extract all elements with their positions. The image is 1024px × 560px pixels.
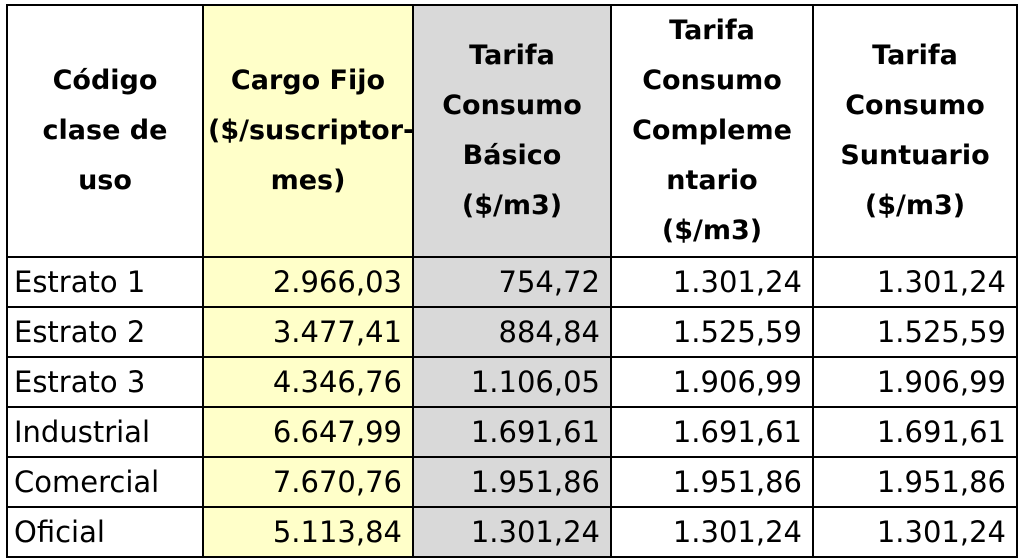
complementario-cell: 1.951,86 <box>610 456 814 508</box>
table-row: Industrial 6.647,99 1.691,61 1.691,61 1.… <box>6 406 1018 458</box>
table-row: Estrato 3 4.346,76 1.106,05 1.906,99 1.9… <box>6 356 1018 408</box>
row-label-cell: Estrato 2 <box>6 306 204 358</box>
header-code: Código clase de uso <box>6 4 204 258</box>
suntuario-cell: 1.301,24 <box>812 256 1018 308</box>
header-cargo-fijo-line: mes) <box>270 165 346 196</box>
complementario-cell: 1.301,24 <box>610 256 814 308</box>
cargo-fijo-cell: 5.113,84 <box>202 506 414 558</box>
header-suntuario-line: Suntuario <box>840 140 990 171</box>
suntuario-cell: 1.691,61 <box>812 406 1018 458</box>
basico-cell: 754,72 <box>412 256 612 308</box>
header-complementario-line: Consumo <box>642 65 782 96</box>
table-row: Oficial 5.113,84 1.301,24 1.301,24 1.301… <box>6 506 1018 558</box>
table-row: Estrato 2 3.477,41 884,84 1.525,59 1.525… <box>6 306 1018 358</box>
header-complementario-line: Compleme <box>632 115 792 146</box>
table-row: Estrato 1 2.966,03 754,72 1.301,24 1.301… <box>6 256 1018 308</box>
cargo-fijo-cell: 2.966,03 <box>202 256 414 308</box>
header-suntuario: Tarifa Consumo Suntuario ($/m3) <box>812 4 1018 258</box>
header-cargo-fijo: Cargo Fijo ($/suscriptor- mes) <box>202 4 414 258</box>
complementario-cell: 1.691,61 <box>610 406 814 458</box>
header-row: Código clase de uso Cargo Fijo ($/suscri… <box>6 4 1018 258</box>
complementario-cell: 1.301,24 <box>610 506 814 558</box>
header-basico-line: Tarifa <box>469 40 555 71</box>
suntuario-cell: 1.525,59 <box>812 306 1018 358</box>
basico-cell: 1.106,05 <box>412 356 612 408</box>
suntuario-cell: 1.301,24 <box>812 506 1018 558</box>
complementario-cell: 1.906,99 <box>610 356 814 408</box>
header-code-line: clase de uso <box>42 115 168 196</box>
header-basico-line: Consumo <box>442 90 582 121</box>
table-row: Comercial 7.670,76 1.951,86 1.951,86 1.9… <box>6 456 1018 508</box>
header-complementario-line: ntario <box>666 165 758 196</box>
cargo-fijo-cell: 4.346,76 <box>202 356 414 408</box>
basico-cell: 1.951,86 <box>412 456 612 508</box>
header-basico: Tarifa Consumo Básico ($/m3) <box>412 4 612 258</box>
cargo-fijo-cell: 3.477,41 <box>202 306 414 358</box>
row-label-cell: Industrial <box>6 406 204 458</box>
basico-cell: 884,84 <box>412 306 612 358</box>
row-label-cell: Estrato 1 <box>6 256 204 308</box>
tariff-table: Código clase de uso Cargo Fijo ($/suscri… <box>6 4 1018 558</box>
header-cargo-fijo-line: ($/suscriptor- <box>208 115 413 146</box>
header-complementario-line: ($/m3) <box>661 215 763 246</box>
suntuario-cell: 1.951,86 <box>812 456 1018 508</box>
complementario-cell: 1.525,59 <box>610 306 814 358</box>
basico-cell: 1.301,24 <box>412 506 612 558</box>
header-basico-line: Básico <box>462 140 562 171</box>
cargo-fijo-cell: 7.670,76 <box>202 456 414 508</box>
row-label-cell: Comercial <box>6 456 204 508</box>
cargo-fijo-cell: 6.647,99 <box>202 406 414 458</box>
header-code-line: Código <box>52 65 158 96</box>
header-suntuario-line: ($/m3) <box>864 190 966 221</box>
header-basico-line: ($/m3) <box>461 190 563 221</box>
row-label-cell: Oficial <box>6 506 204 558</box>
basico-cell: 1.691,61 <box>412 406 612 458</box>
header-suntuario-line: Consumo <box>845 90 985 121</box>
row-label-cell: Estrato 3 <box>6 356 204 408</box>
header-complementario: Tarifa Consumo Compleme ntario ($/m3) <box>610 4 814 258</box>
header-cargo-fijo-line: Cargo Fijo <box>230 65 386 96</box>
suntuario-cell: 1.906,99 <box>812 356 1018 408</box>
header-suntuario-line: Tarifa <box>872 40 958 71</box>
header-complementario-line: Tarifa <box>669 15 755 46</box>
